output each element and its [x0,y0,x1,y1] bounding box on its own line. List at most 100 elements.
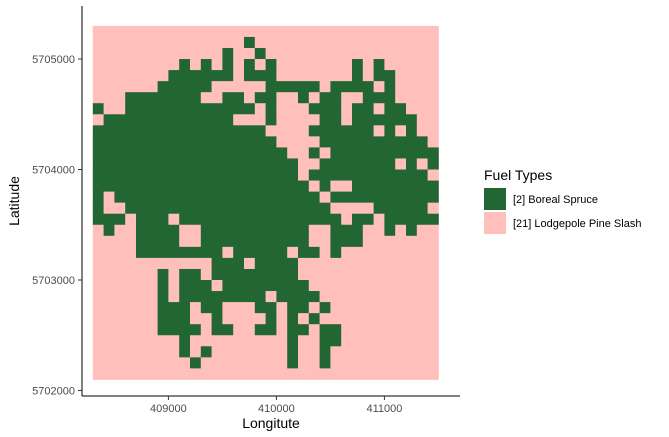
cell-boreal-spruce [254,213,266,226]
cell-boreal-spruce [287,202,299,215]
cell-lodgepole-pine-slash [395,302,407,314]
cell-boreal-spruce [200,302,212,314]
cell-lodgepole-pine-slash [211,92,223,104]
cell-lodgepole-pine-slash [395,92,407,104]
cell-lodgepole-pine-slash [103,302,115,314]
cell-lodgepole-pine-slash [298,114,310,126]
cell-boreal-spruce [157,136,169,148]
cell-lodgepole-pine-slash [92,36,104,49]
cell-boreal-spruce [416,213,428,226]
cell-lodgepole-pine-slash [298,158,310,170]
cell-boreal-spruce [233,257,245,270]
cell-boreal-spruce [276,246,288,259]
cell-boreal-spruce [341,125,353,137]
cell-boreal-spruce [190,279,202,292]
cell-lodgepole-pine-slash [330,346,342,358]
cell-lodgepole-pine-slash [384,291,396,303]
cell-lodgepole-pine-slash [103,368,115,380]
cell-lodgepole-pine-slash [103,92,115,104]
cell-lodgepole-pine-slash [244,81,256,93]
cell-lodgepole-pine-slash [168,291,180,303]
cell-lodgepole-pine-slash [146,59,158,71]
cell-boreal-spruce [330,335,342,347]
cell-lodgepole-pine-slash [233,81,245,93]
cell-boreal-spruce [298,279,310,292]
cell-boreal-spruce [244,103,256,115]
cell-lodgepole-pine-slash [287,246,299,259]
cell-lodgepole-pine-slash [103,279,115,292]
cell-lodgepole-pine-slash [427,291,439,303]
cell-lodgepole-pine-slash [384,335,396,347]
cell-lodgepole-pine-slash [384,59,396,71]
cell-boreal-spruce [362,103,374,115]
cell-lodgepole-pine-slash [427,335,439,347]
cell-lodgepole-pine-slash [114,279,126,292]
cell-lodgepole-pine-slash [406,335,418,347]
x-ticks: 409000 410000 411000 [150,396,402,415]
cell-lodgepole-pine-slash [276,125,288,137]
cell-lodgepole-pine-slash [92,302,104,314]
cell-lodgepole-pine-slash [179,368,191,380]
cell-lodgepole-pine-slash [330,257,342,270]
cell-lodgepole-pine-slash [287,59,299,71]
cell-lodgepole-pine-slash [373,36,385,49]
cell-boreal-spruce [125,125,137,137]
cell-lodgepole-pine-slash [330,180,342,193]
cell-lodgepole-pine-slash [406,302,418,314]
cell-lodgepole-pine-slash [92,114,104,126]
cell-boreal-spruce [146,191,158,204]
cell-boreal-spruce [384,158,396,170]
cell-boreal-spruce [136,224,148,237]
cell-boreal-spruce [341,224,353,237]
cell-boreal-spruce [136,191,148,204]
cell-boreal-spruce [200,246,212,259]
cell-lodgepole-pine-slash [362,59,374,71]
cell-lodgepole-pine-slash [125,279,137,292]
cell-boreal-spruce [384,92,396,104]
y-tick-label: 5705000 [32,54,75,66]
cell-lodgepole-pine-slash [416,92,428,104]
cell-lodgepole-pine-slash [341,36,353,49]
cell-boreal-spruce [179,202,191,215]
cell-boreal-spruce [298,291,310,303]
cell-boreal-spruce [244,125,256,137]
cell-lodgepole-pine-slash [298,70,310,82]
cell-boreal-spruce [233,103,245,115]
cell-boreal-spruce [287,291,299,303]
cell-lodgepole-pine-slash [103,257,115,270]
cell-boreal-spruce [341,81,353,93]
cell-lodgepole-pine-slash [146,47,158,60]
cell-boreal-spruce [373,180,385,193]
cell-lodgepole-pine-slash [244,335,256,347]
cell-boreal-spruce [406,125,418,137]
cell-boreal-spruce [168,158,180,170]
cell-boreal-spruce [233,291,245,303]
cell-boreal-spruce [200,291,212,303]
cell-boreal-spruce [254,47,266,60]
cell-lodgepole-pine-slash [125,313,137,325]
cell-lodgepole-pine-slash [136,268,148,281]
cell-lodgepole-pine-slash [395,36,407,49]
cell-boreal-spruce [406,169,418,181]
cell-boreal-spruce [233,125,245,137]
cell-lodgepole-pine-slash [276,92,288,104]
legend: Fuel Types [2] Boreal Spruce [21] Lodgep… [484,167,641,234]
cell-lodgepole-pine-slash [168,47,180,60]
cell-boreal-spruce [211,324,223,336]
cell-lodgepole-pine-slash [341,302,353,314]
cell-lodgepole-pine-slash [146,279,158,292]
cell-boreal-spruce [308,291,320,303]
cell-boreal-spruce [244,147,256,159]
cell-boreal-spruce [222,136,234,148]
cell-lodgepole-pine-slash [298,335,310,347]
cell-boreal-spruce [330,125,342,137]
cell-lodgepole-pine-slash [416,81,428,93]
cell-boreal-spruce [265,313,277,325]
cell-boreal-spruce [254,136,266,148]
cell-lodgepole-pine-slash [200,335,212,347]
cell-lodgepole-pine-slash [276,346,288,358]
cell-lodgepole-pine-slash [352,368,364,380]
cell-lodgepole-pine-slash [125,357,137,369]
cell-lodgepole-pine-slash [136,346,148,358]
cell-boreal-spruce [103,169,115,181]
